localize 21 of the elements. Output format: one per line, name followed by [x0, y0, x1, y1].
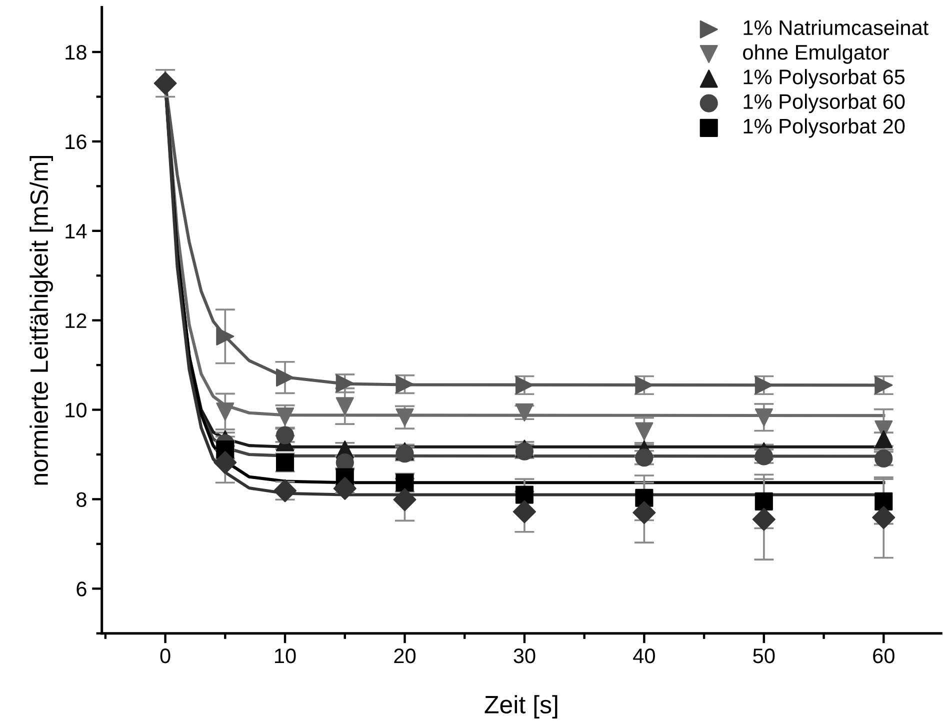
y-tick-label: 8 — [76, 492, 86, 507]
x-tick-label: 40 — [633, 648, 655, 664]
y-axis-title: normierte Leitfähigkeit [mS/m] — [30, 156, 53, 485]
y-tick-label: 12 — [66, 313, 86, 328]
x-tick-label: 20 — [394, 648, 416, 664]
y-tick-label: 14 — [66, 224, 87, 238]
x-tick-label: 0 — [160, 648, 170, 664]
x-tick-label: 60 — [873, 648, 894, 664]
y-tick-label: 18 — [66, 45, 86, 60]
legend-label: 1% Polysorbat 60 — [744, 94, 905, 114]
y-tick-label: 10 — [66, 402, 86, 418]
legend-label: ohne Emulgator — [743, 44, 889, 64]
y-tick-label: 16 — [66, 134, 86, 150]
legend-label: 1% Polysorbat 65 — [744, 69, 905, 88]
legend-label: 1% Natriumcaseinat — [744, 20, 928, 36]
x-axis-title: Zeit [s] — [484, 695, 558, 718]
legend-label: 1% Polysorbat 20 — [744, 118, 905, 138]
x-tick-label: 10 — [275, 648, 296, 664]
y-tick-label: 6 — [76, 582, 86, 596]
x-tick-label: 30 — [514, 648, 536, 664]
x-tick-label: 50 — [753, 648, 775, 664]
